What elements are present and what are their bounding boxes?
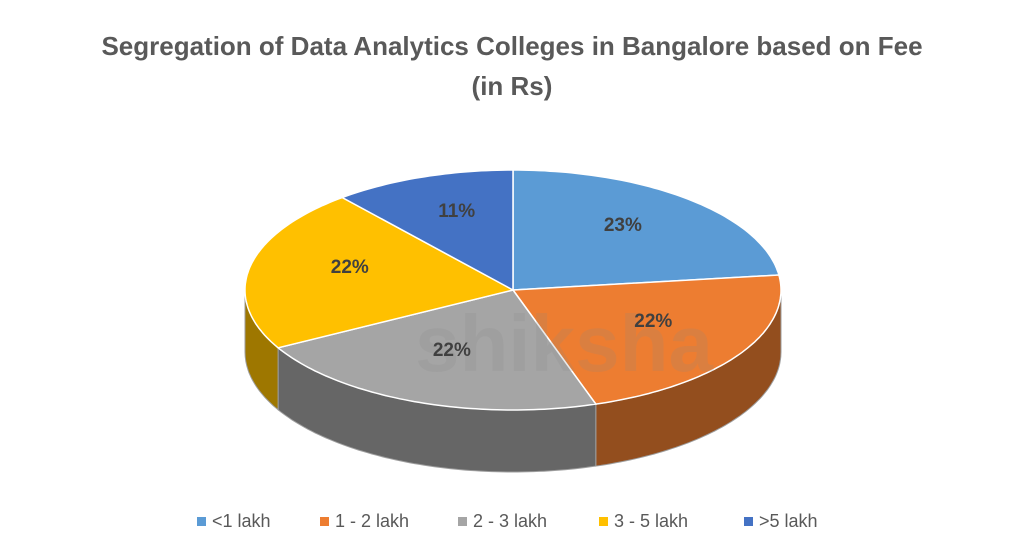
slice — [340, 169, 514, 292]
legend-label: 2 - 3 lakh — [473, 511, 547, 531]
legend-swatch — [458, 517, 467, 526]
data-label: 23% — [604, 215, 642, 236]
chart-title: Segregation of Data Analytics Colleges i… — [101, 31, 923, 101]
watermark: shiksha — [415, 299, 713, 388]
legend-swatch — [744, 517, 753, 526]
slice — [244, 196, 516, 349]
slice — [276, 289, 598, 411]
legend-swatch — [197, 517, 206, 526]
data-label: 11% — [438, 201, 475, 222]
legend-label: <1 lakh — [212, 511, 271, 531]
legend-label: 3 - 5 lakh — [614, 511, 688, 531]
legend-swatch — [599, 517, 608, 526]
legend-label: >5 lakh — [759, 511, 818, 531]
slice — [511, 274, 782, 405]
data-label: 22% — [331, 257, 369, 278]
slice — [512, 169, 780, 291]
legend-swatch — [320, 517, 329, 526]
data-label: 22% — [433, 340, 471, 361]
legend-label: 1 - 2 lakh — [335, 511, 409, 531]
data-label: 22% — [634, 311, 672, 332]
